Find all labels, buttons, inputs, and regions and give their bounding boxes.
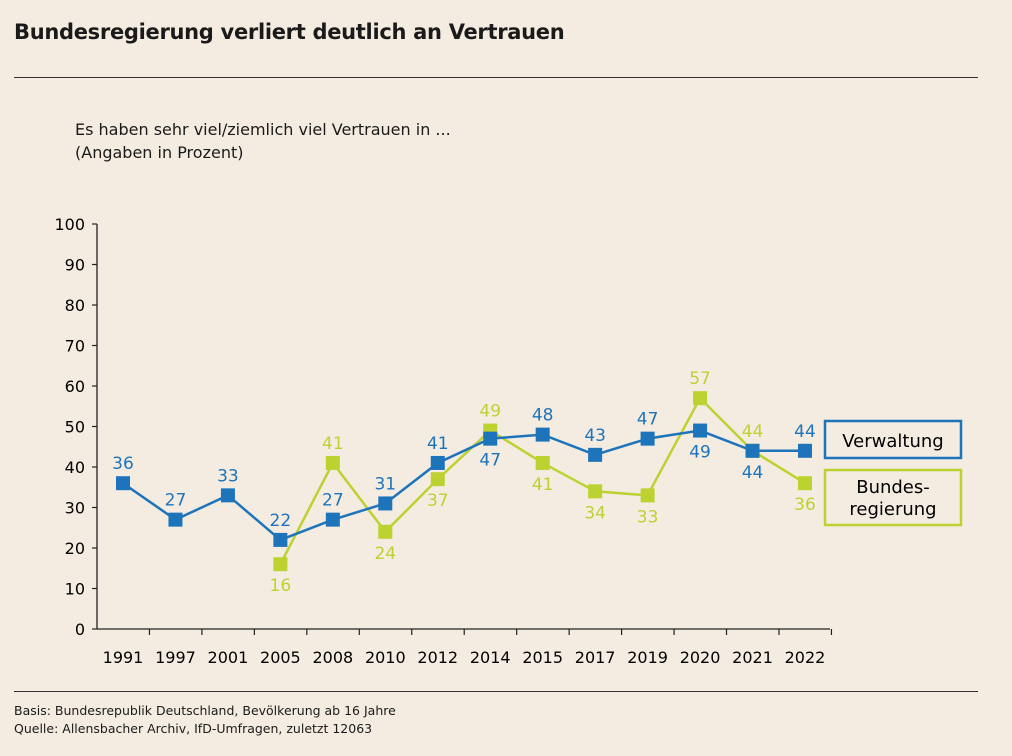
chart-title: Bundesregierung verliert deutlich an Ver… <box>14 20 565 44</box>
y-tick-label: 0 <box>75 620 85 639</box>
data-point <box>797 443 812 458</box>
data-point <box>430 472 445 487</box>
data-label: 44 <box>742 422 764 442</box>
data-label: 16 <box>270 576 292 596</box>
x-tick-label: 2015 <box>522 648 563 667</box>
y-tick-label: 70 <box>65 337 85 356</box>
data-label: 36 <box>794 495 816 515</box>
data-point <box>378 524 393 539</box>
data-label: 36 <box>112 454 134 474</box>
data-label: 49 <box>479 402 501 422</box>
x-tick-label: 2014 <box>470 648 511 667</box>
data-point <box>273 557 288 572</box>
data-point <box>640 488 655 503</box>
y-tick-label: 60 <box>65 377 85 396</box>
data-label: 37 <box>427 491 449 511</box>
x-tick-label: 2022 <box>785 648 826 667</box>
data-label: 57 <box>689 369 711 389</box>
x-tick-label: 2021 <box>732 648 773 667</box>
data-point <box>168 512 183 527</box>
x-tick-label: 2012 <box>417 648 458 667</box>
y-tick-label: 10 <box>65 580 85 599</box>
legend-label: Bundes- <box>856 477 930 498</box>
data-label: 41 <box>427 434 449 454</box>
data-label: 33 <box>637 507 659 527</box>
x-tick-label: 2005 <box>260 648 301 667</box>
footer-basis: Basis: Bundesrepublik Deutschland, Bevöl… <box>14 703 396 718</box>
x-tick-label: 2010 <box>365 648 406 667</box>
data-point <box>535 455 550 470</box>
data-label: 22 <box>270 511 292 531</box>
data-point <box>797 476 812 491</box>
y-tick-label: 40 <box>65 458 85 477</box>
data-point <box>693 423 708 438</box>
x-tick-label: 2017 <box>575 648 616 667</box>
data-point <box>588 447 603 462</box>
data-label: 33 <box>217 466 239 486</box>
data-label: 43 <box>584 426 606 446</box>
data-point <box>745 443 760 458</box>
y-tick-label: 50 <box>65 418 85 437</box>
data-label: 31 <box>374 474 396 494</box>
chart-subtitle: Es haben sehr viel/ziemlich viel Vertrau… <box>75 120 451 139</box>
legend-box <box>823 468 963 527</box>
data-label: 27 <box>322 491 344 511</box>
data-label: 41 <box>532 475 554 495</box>
x-tick-label: 2008 <box>312 648 353 667</box>
data-label: 24 <box>374 544 396 564</box>
legend-box <box>823 419 963 460</box>
chart-unit-note: (Angaben in Prozent) <box>75 143 244 162</box>
legend-label: regierung <box>849 499 936 520</box>
data-label: 49 <box>689 443 711 463</box>
data-label: 41 <box>322 434 344 454</box>
legend-label: Verwaltung <box>842 431 943 452</box>
data-point <box>273 532 288 547</box>
data-point <box>483 431 498 446</box>
title-divider <box>14 77 978 78</box>
y-tick-label: 90 <box>65 256 85 275</box>
data-point <box>325 512 340 527</box>
x-tick-label: 2001 <box>208 648 249 667</box>
x-tick-label: 1997 <box>155 648 196 667</box>
data-point <box>325 455 340 470</box>
data-label: 47 <box>637 410 659 430</box>
y-tick-label: 80 <box>65 296 85 315</box>
x-tick-label: 1991 <box>103 648 144 667</box>
data-label: 48 <box>532 406 554 426</box>
data-point <box>535 427 550 442</box>
x-tick-label: 2020 <box>680 648 721 667</box>
footer-source: Quelle: Allensbacher Archiv, IfD-Umfrage… <box>14 721 373 736</box>
y-tick-label: 100 <box>54 215 85 234</box>
y-tick-label: 20 <box>65 539 85 558</box>
data-point <box>378 496 393 511</box>
data-point <box>588 484 603 499</box>
data-label: 44 <box>742 463 764 483</box>
data-label: 27 <box>165 491 187 511</box>
footer-divider <box>14 691 978 692</box>
data-point <box>116 476 130 491</box>
data-point <box>693 391 708 406</box>
series-line-verwaltung <box>122 429 805 542</box>
data-point <box>640 431 655 446</box>
data-point <box>430 455 445 470</box>
x-tick-label: 2019 <box>627 648 668 667</box>
data-label: 47 <box>479 451 501 471</box>
y-tick-label: 30 <box>65 499 85 518</box>
data-label: 34 <box>584 503 606 523</box>
data-label: 44 <box>794 422 816 442</box>
data-point <box>220 488 235 503</box>
